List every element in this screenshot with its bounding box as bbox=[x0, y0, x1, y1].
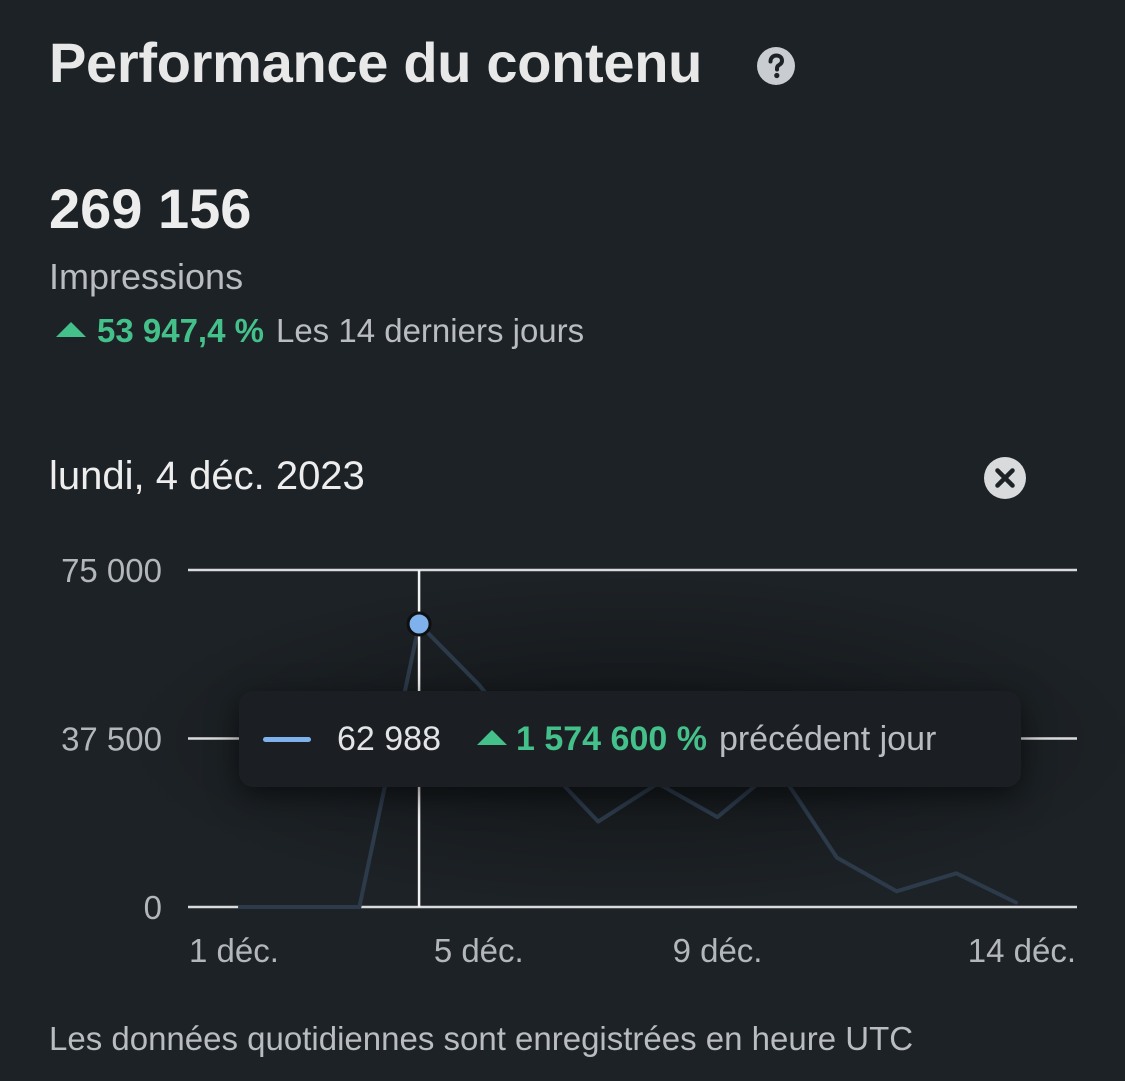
data-tooltip: 62 988 1 574 600 % précédent jour bbox=[239, 691, 1021, 787]
arrow-up-icon bbox=[477, 729, 507, 745]
page-title: Performance du contenu bbox=[49, 31, 703, 94]
y-tick-label: 75 000 bbox=[61, 552, 162, 589]
tooltip-change: 1 574 600 % bbox=[516, 719, 707, 758]
change-row: 53 947,4 % Les 14 derniers jours bbox=[56, 312, 584, 350]
tooltip-value: 62 988 bbox=[337, 719, 441, 758]
total-impressions: 269 156 bbox=[49, 177, 252, 240]
selected-point[interactable] bbox=[406, 611, 432, 637]
tooltip-label: précédent jour bbox=[718, 719, 937, 758]
y-tick-label: 37 500 bbox=[61, 721, 162, 758]
y-tick-label: 0 bbox=[144, 889, 162, 926]
change-percent: 53 947,4 % bbox=[97, 312, 264, 349]
legend-swatch bbox=[263, 736, 311, 742]
series-line bbox=[238, 622, 1018, 909]
x-tick-label: 1 déc. bbox=[189, 932, 279, 969]
x-tick-label: 9 déc. bbox=[673, 932, 763, 969]
x-tick-label: 14 déc. bbox=[968, 932, 1076, 969]
close-icon[interactable] bbox=[983, 456, 1027, 500]
x-tick-label: 5 déc. bbox=[434, 932, 524, 969]
question-circle-icon[interactable] bbox=[756, 46, 796, 86]
arrow-up-icon bbox=[56, 321, 86, 337]
footnote: Les données quotidiennes sont enregistré… bbox=[49, 1020, 914, 1057]
selected-date: lundi, 4 déc. 2023 bbox=[49, 454, 365, 498]
metric-label: Impressions bbox=[49, 256, 244, 297]
change-period: Les 14 derniers jours bbox=[275, 312, 585, 349]
